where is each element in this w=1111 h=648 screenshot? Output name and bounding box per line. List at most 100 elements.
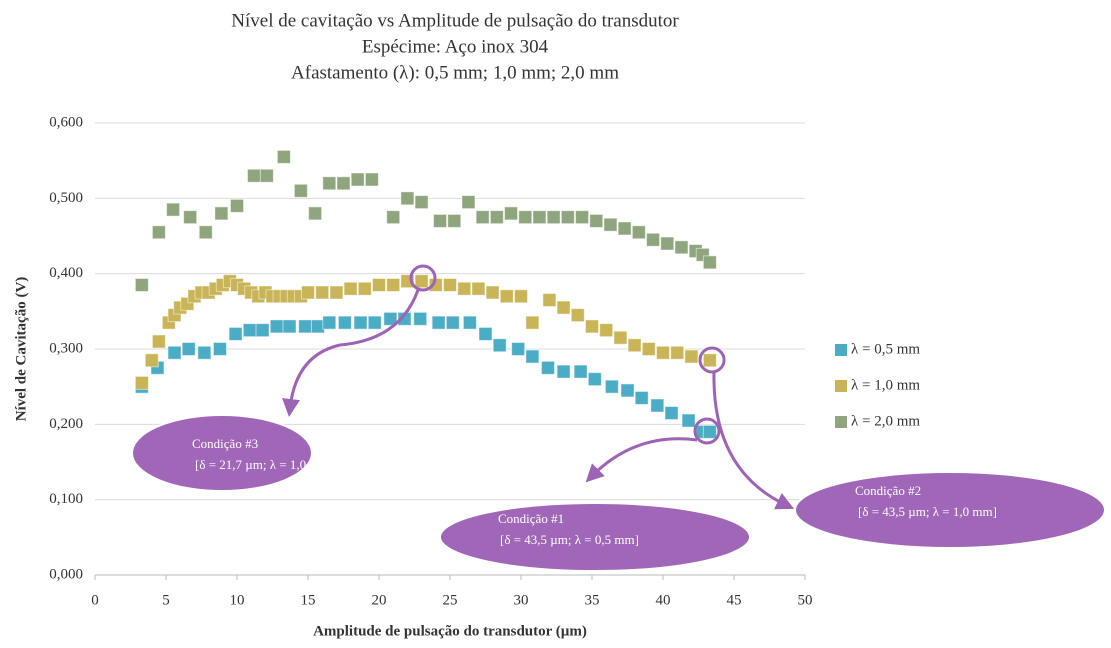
y-tick-label: 0,500 [49,190,83,206]
point [255,323,270,338]
point [613,330,628,345]
point [183,210,198,225]
point [599,323,614,338]
point [674,240,689,255]
annotation-text: Condição #3 [192,436,258,451]
point [293,183,308,198]
point [214,206,229,221]
point [134,277,149,292]
point [631,225,646,240]
chart-subtitle: Espécime: Aço inox 304 [362,36,549,57]
point [247,168,262,183]
point [627,338,642,353]
highlight-circle [693,417,721,445]
point [276,149,291,164]
annotation-bubble [131,414,313,492]
point [514,289,528,304]
point [604,379,619,394]
annotation-text: [δ = 21,7 µm; λ = 1,0 mm] [195,457,334,472]
point [575,210,590,225]
annotation-arrows [282,264,795,510]
x-tick-label: 0 [91,592,99,608]
point [589,213,604,228]
point [540,360,555,375]
point [166,202,181,217]
annotation-bubble [794,471,1106,549]
point [585,319,599,334]
x-axis-label: Amplitude de pulsação do transdutor (µm) [313,623,587,639]
point [242,323,257,338]
x-tick-label: 45 [727,592,742,608]
point [322,176,337,191]
x-tick-label: 25 [443,592,458,608]
point [445,315,460,330]
point [546,210,561,225]
legend-swatch [835,416,847,428]
point [525,349,540,364]
point [499,289,514,304]
point [556,300,571,315]
point [151,334,166,349]
arrow [282,289,420,417]
x-tick-label: 40 [656,592,671,608]
point [681,413,696,428]
point [372,277,386,292]
point [461,195,476,210]
point [670,345,685,360]
point [620,383,635,398]
annotation-bubbles [131,414,1106,572]
point [702,353,717,368]
point [400,191,415,206]
point [485,285,500,300]
x-tick-label: 30 [514,592,529,608]
point [413,311,428,326]
point [570,308,585,323]
point [269,319,284,334]
point [282,319,297,334]
point [308,206,323,221]
annotation-text: Condição #1 [498,511,564,526]
point [573,364,588,379]
highlight-circle [698,346,726,374]
point [587,372,602,387]
point [353,315,368,330]
legend-label: λ = 1,0 mm [851,377,920,393]
point [386,210,401,225]
point [478,326,493,341]
point [617,221,632,236]
point [329,285,344,300]
point [542,293,557,308]
point [684,349,699,364]
point [650,398,665,413]
point [337,315,352,330]
legend-label: λ = 2,0 mm [851,413,920,429]
point [656,345,670,360]
point [660,236,675,251]
point [641,342,656,356]
x-tick-label: 10 [230,592,245,608]
point [471,281,486,296]
chart-title: Nível de cavitação vs Amplitude de pulsa… [231,10,679,31]
point [357,281,372,296]
point [702,255,717,270]
x-tick-label: 15 [301,592,316,608]
legend-swatch [835,344,847,356]
point [198,225,213,240]
point [518,210,533,225]
chart-subtitle: Afastamento (λ): 0,5 mm; 1,0 mm; 2,0 mm [291,62,619,83]
point [134,375,149,390]
arrow [585,437,698,483]
point [504,206,519,221]
point [322,315,337,330]
annotation-text: [δ = 43,5 µm; λ = 1,0 mm] [858,504,997,519]
legend-swatch [835,380,847,392]
point [228,326,243,341]
point [230,198,244,213]
point [350,172,365,187]
legend-label: λ = 0,5 mm [851,341,920,357]
point [492,338,507,353]
plot-area: 0,000 0,100 0,200 0,300 0,400 0,500 0,600 0 5 10 1… [49,114,812,608]
y-tick-label: 0,300 [49,340,83,356]
y-tick-label: 0,400 [49,265,83,281]
